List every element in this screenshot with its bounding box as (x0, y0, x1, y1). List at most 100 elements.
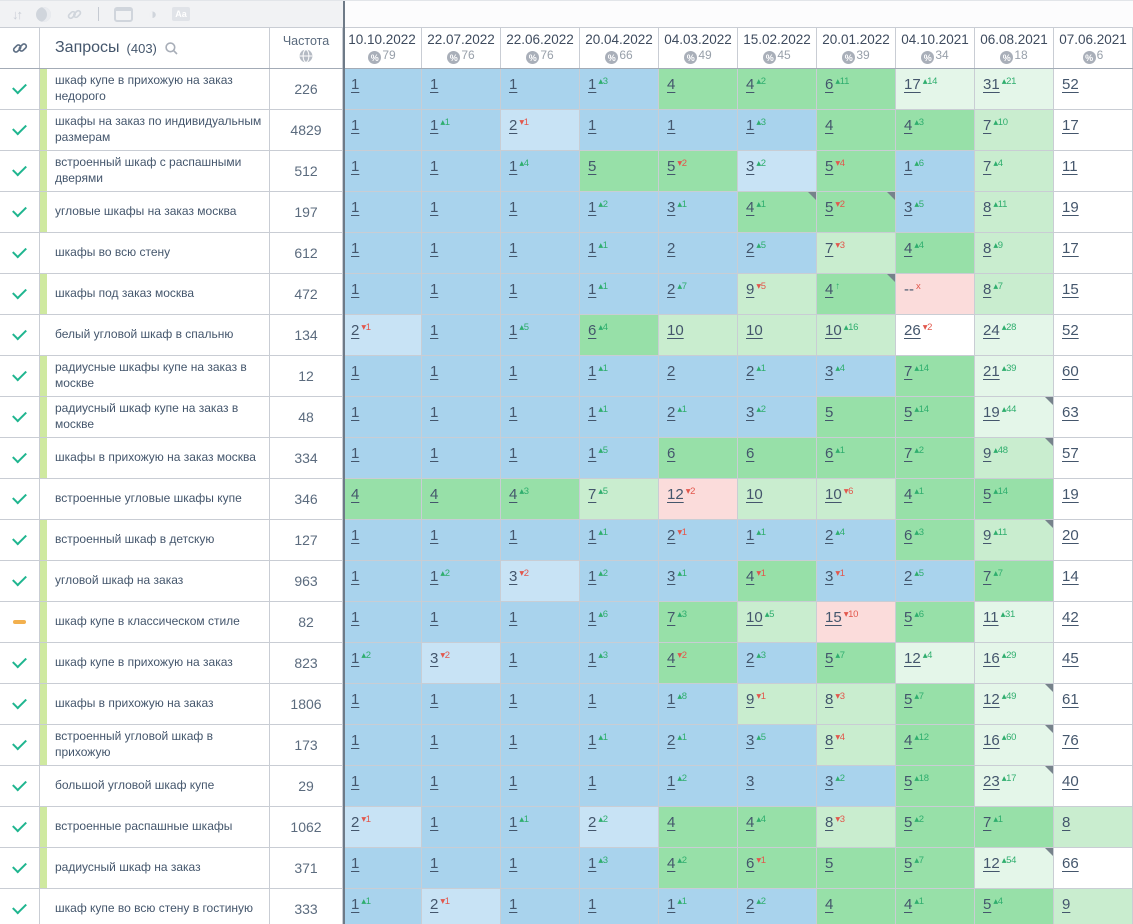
position-value[interactable]: 3 (746, 732, 755, 749)
query-text[interactable]: шкаф купе в прихожую на заказ недорого (55, 73, 233, 103)
position-value[interactable]: 4 (746, 814, 755, 831)
query-status-toggle[interactable] (0, 356, 40, 396)
query-status-toggle[interactable] (0, 889, 40, 924)
position-value[interactable]: 1 (588, 732, 597, 749)
position-value[interactable]: 15 (825, 609, 842, 626)
query-text[interactable]: шкафы в прихожую на заказ москва (55, 450, 256, 465)
query-text[interactable]: белый угловой шкаф в спальню (55, 327, 234, 342)
note-marker[interactable] (1045, 725, 1053, 733)
position-value[interactable]: 4 (904, 117, 913, 134)
column-header-date[interactable]: 22.06.2022% 76 (501, 28, 580, 68)
position-value[interactable]: 2 (667, 281, 676, 298)
query-text[interactable]: угловые шкафы на заказ москва (55, 204, 237, 219)
position-value[interactable]: 1 (430, 158, 439, 175)
position-value[interactable]: 61 (1062, 691, 1079, 708)
position-value[interactable]: 3 (746, 773, 755, 790)
position-value[interactable]: 1 (430, 240, 439, 257)
position-value[interactable]: 5 (825, 404, 834, 421)
position-value[interactable]: 10 (825, 322, 842, 339)
link-column-header[interactable] (0, 28, 40, 68)
position-value[interactable]: 66 (1062, 855, 1079, 872)
text-style-icon[interactable]: Aa (172, 7, 191, 21)
position-value[interactable]: 1 (351, 199, 360, 216)
position-value[interactable]: 12 (983, 691, 1000, 708)
position-value[interactable]: 2 (746, 240, 755, 257)
query-text[interactable]: большой угловой шкаф купе (55, 778, 215, 793)
position-value[interactable]: 4 (904, 732, 913, 749)
position-value[interactable]: 4 (904, 240, 913, 257)
position-value[interactable]: 2 (904, 568, 913, 585)
position-value[interactable]: 1 (430, 691, 439, 708)
query-status-toggle[interactable] (0, 151, 40, 191)
position-value[interactable]: 5 (904, 855, 913, 872)
position-value[interactable]: 11 (983, 609, 999, 626)
query-text[interactable]: встроенный шкаф с распашными дверями (55, 155, 242, 185)
position-value[interactable]: 17 (1062, 240, 1079, 257)
position-value[interactable]: 5 (825, 158, 834, 175)
position-value[interactable]: 8 (825, 732, 834, 749)
query-status-toggle[interactable] (0, 274, 40, 314)
position-value[interactable]: 2 (667, 404, 676, 421)
position-value[interactable]: 1 (430, 404, 439, 421)
position-value[interactable]: 1 (351, 855, 360, 872)
position-value[interactable]: 6 (746, 445, 755, 462)
position-value[interactable]: 1 (588, 445, 597, 462)
position-value[interactable]: 2 (351, 814, 360, 831)
position-value[interactable]: 1 (351, 240, 360, 257)
position-value[interactable]: 40 (1062, 773, 1079, 790)
position-value[interactable]: 1 (509, 199, 518, 216)
position-value[interactable]: 1 (351, 117, 360, 134)
note-marker[interactable] (1045, 438, 1053, 446)
position-value[interactable]: 63 (1062, 404, 1079, 421)
column-header-date[interactable]: 04.10.2021% 34 (896, 28, 975, 68)
position-value[interactable]: 1 (509, 896, 518, 913)
position-value[interactable]: 3 (825, 773, 834, 790)
position-value[interactable]: 7 (588, 486, 597, 503)
position-value[interactable]: 1 (746, 117, 755, 134)
position-value[interactable]: 8 (825, 814, 834, 831)
query-status-toggle[interactable] (0, 766, 40, 806)
column-header-date[interactable]: 22.07.2022% 76 (422, 28, 501, 68)
position-value[interactable]: 1 (588, 117, 597, 134)
position-value[interactable]: 7 (983, 117, 992, 134)
position-value[interactable]: 12 (904, 650, 921, 667)
query-text[interactable]: шкафы на заказ по индивидуальным размера… (55, 114, 262, 144)
search-icon[interactable] (164, 41, 179, 56)
position-value[interactable]: 57 (1062, 445, 1079, 462)
position-value[interactable]: 19 (1062, 486, 1079, 503)
position-value[interactable]: 1 (588, 568, 597, 585)
position-value[interactable]: 1 (430, 199, 439, 216)
position-value[interactable]: 1 (509, 76, 518, 93)
position-value[interactable]: 2 (667, 527, 676, 544)
position-value[interactable]: 7 (983, 158, 992, 175)
position-value[interactable]: 1 (509, 445, 518, 462)
position-value[interactable]: 60 (1062, 363, 1079, 380)
position-value[interactable]: 1 (509, 404, 518, 421)
position-value[interactable]: 11 (1062, 158, 1078, 175)
position-value[interactable]: 42 (1062, 609, 1079, 626)
position-value[interactable]: 1 (430, 568, 439, 585)
position-value[interactable]: 4 (667, 76, 676, 93)
position-value[interactable]: 1 (509, 363, 518, 380)
column-header-date[interactable]: 06.08.2021% 18 (975, 28, 1054, 68)
position-value[interactable]: 4 (746, 76, 755, 93)
position-value[interactable]: 10 (746, 609, 763, 626)
position-value[interactable]: 1 (430, 363, 439, 380)
position-value[interactable]: 12 (667, 486, 684, 503)
position-value[interactable]: 24 (983, 322, 1000, 339)
position-value[interactable]: 2 (746, 363, 755, 380)
position-value[interactable]: 52 (1062, 322, 1079, 339)
query-text[interactable]: шкафы во всю стену (55, 245, 171, 260)
query-status-toggle[interactable] (0, 479, 40, 519)
position-value[interactable]: 5 (667, 158, 676, 175)
note-marker[interactable] (1045, 848, 1053, 856)
column-header-date[interactable]: 10.10.2022% 79 (343, 28, 422, 68)
position-value[interactable]: 3 (746, 404, 755, 421)
position-value[interactable]: 15 (1062, 281, 1079, 298)
query-text[interactable]: шкаф купе в классическом стиле (55, 614, 240, 629)
position-value[interactable]: 12 (983, 855, 1000, 872)
position-value[interactable]: 1 (509, 240, 518, 257)
position-value[interactable]: 1 (351, 445, 360, 462)
query-status-toggle[interactable] (0, 315, 40, 355)
position-value[interactable]: 9 (746, 281, 755, 298)
